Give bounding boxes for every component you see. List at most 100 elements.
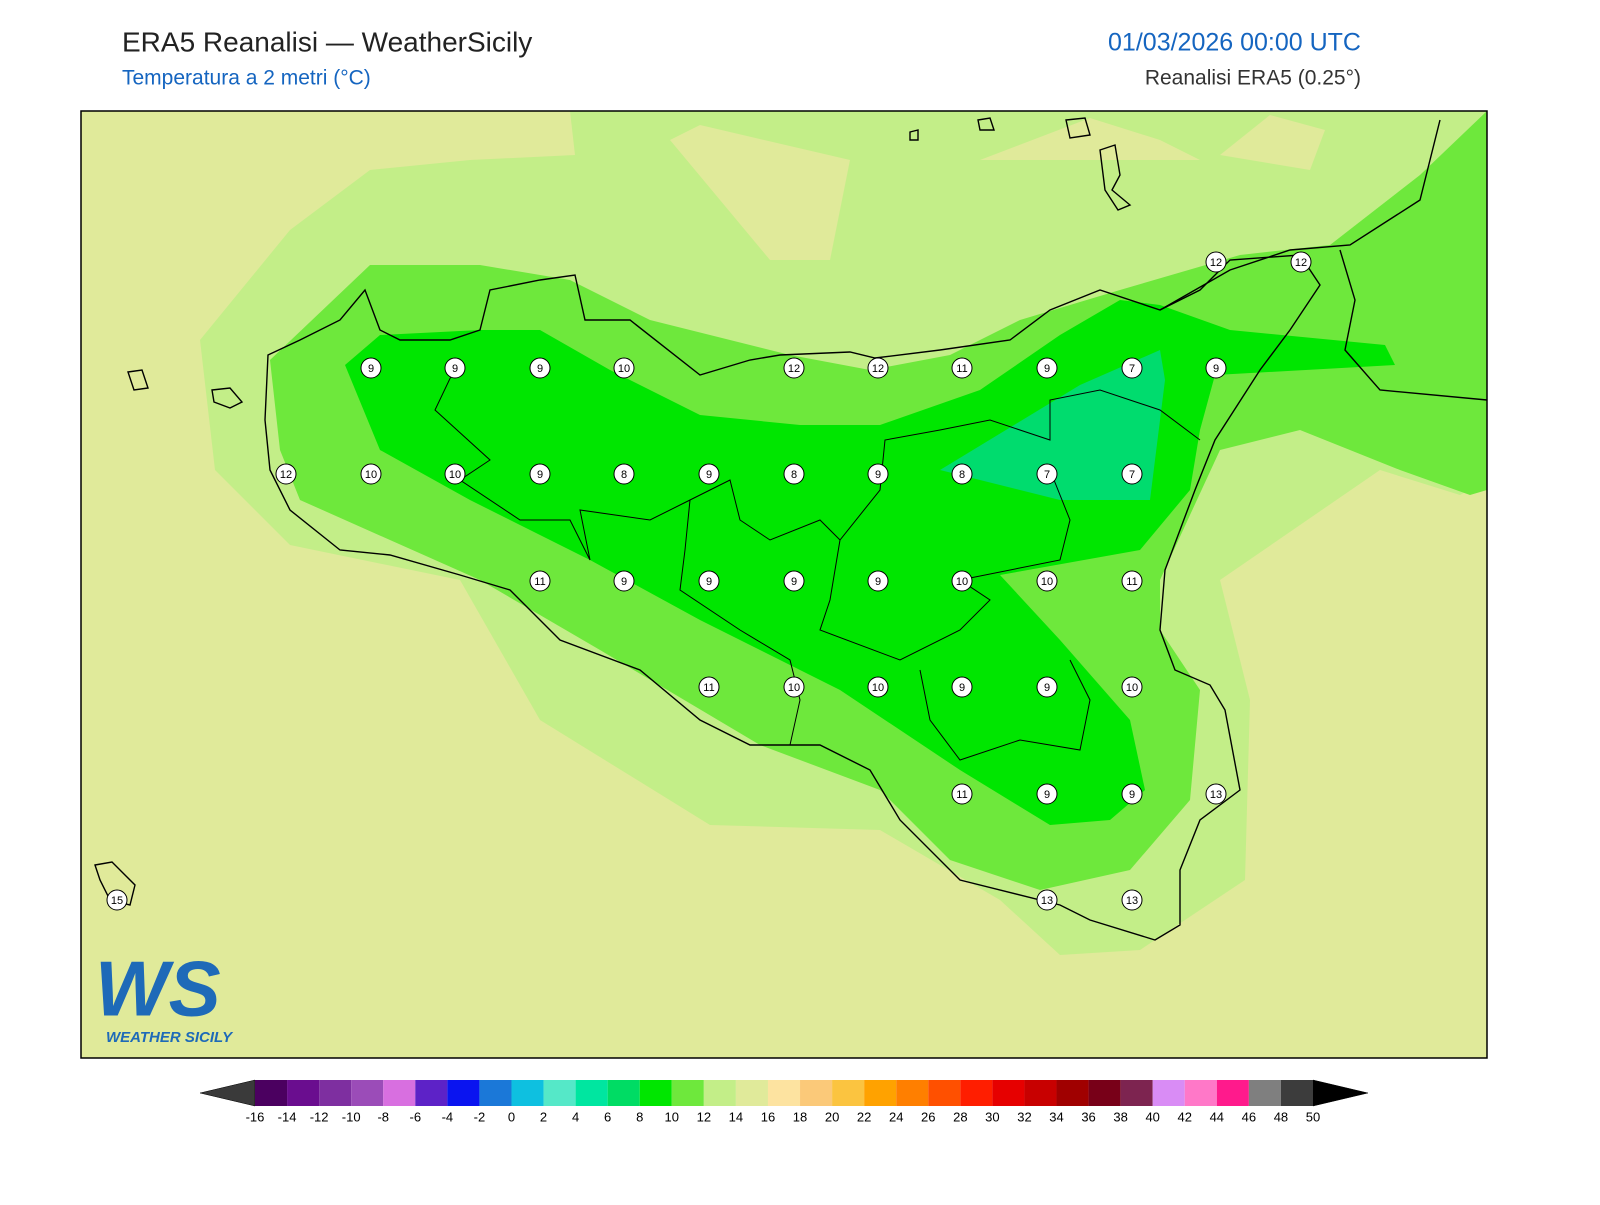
station-value: 11 <box>956 363 967 375</box>
colorbar-tick-label: 32 <box>1017 1109 1031 1124</box>
station-value: 9 <box>1044 682 1050 694</box>
station-marker <box>1036 357 1058 379</box>
colorbar-segment <box>415 1080 448 1106</box>
station-value: 11 <box>956 789 967 801</box>
station-value: 9 <box>791 576 797 588</box>
colorbar-segment <box>1024 1080 1057 1106</box>
station-marker <box>698 463 720 485</box>
stations: 9 9 9 10 12 12 11 9 7 9 12 12 12 10 10 9 8 9 8 9 8 7 7 11 9 9 9 9 10… <box>106 251 1312 911</box>
colorbar-segment <box>351 1080 384 1106</box>
station-value: 13 <box>1041 895 1053 907</box>
colorbar-segment <box>671 1080 704 1106</box>
station-marker <box>1036 676 1058 698</box>
station-value: 9 <box>452 363 458 375</box>
colorbar-segment <box>928 1080 961 1106</box>
station-marker <box>783 357 805 379</box>
station-value: 10 <box>365 469 377 481</box>
colorbar-tick-label: 4 <box>572 1109 579 1124</box>
station-marker <box>1290 251 1312 273</box>
station-value: 10 <box>872 682 884 694</box>
station-marker <box>951 357 973 379</box>
colorbar-segment <box>1056 1080 1089 1106</box>
station-value: 9 <box>537 363 543 375</box>
colorbar-tick-label: 16 <box>761 1109 775 1124</box>
colorbar-tick-label: -4 <box>442 1109 454 1124</box>
station-value: 9 <box>1213 363 1219 375</box>
colorbar-segment <box>703 1080 736 1106</box>
colorbar-segment <box>479 1080 512 1106</box>
station-marker <box>529 463 551 485</box>
station-value: 12 <box>1210 257 1222 269</box>
colorbar-tick-label: 28 <box>953 1109 967 1124</box>
station-value: 9 <box>1129 789 1135 801</box>
colorbar-segment <box>287 1080 320 1106</box>
colorbar-tick-label: 6 <box>604 1109 611 1124</box>
colorbar-tick-label: 44 <box>1210 1109 1224 1124</box>
station-value: 12 <box>788 363 800 375</box>
station-marker <box>444 463 466 485</box>
colorbar-tick-label: 36 <box>1081 1109 1095 1124</box>
station-value: 9 <box>621 576 627 588</box>
station-marker <box>1036 889 1058 911</box>
calabria-coast <box>1159 119 1488 401</box>
station-marker <box>1121 889 1143 911</box>
colorbar-tick-label: 40 <box>1145 1109 1159 1124</box>
station-value: 7 <box>1129 363 1135 375</box>
station-marker <box>698 676 720 698</box>
colorbar-segment <box>800 1080 833 1106</box>
station-value: 9 <box>875 576 881 588</box>
station-marker <box>613 463 635 485</box>
station-marker <box>951 676 973 698</box>
colorbar-segment <box>896 1080 929 1106</box>
station-value: 10 <box>956 576 968 588</box>
station-marker <box>1121 676 1143 698</box>
colorbar-tick-label: -12 <box>310 1109 329 1124</box>
logo-text: WEATHER SICILY <box>106 1029 234 1046</box>
station-marker <box>783 570 805 592</box>
station-value: 11 <box>534 576 545 588</box>
colorbar-tick-label: -8 <box>377 1109 389 1124</box>
colorbar-segment <box>543 1080 576 1106</box>
station-value: 8 <box>621 469 627 481</box>
colorbar-tick-label: 22 <box>857 1109 871 1124</box>
colorbar-tick-label: -10 <box>342 1109 361 1124</box>
colorbar: -16 -14 -12 -10 -8 -6 -4 -2 0 2 4 6 8 10 12 14 16 18 20 22 2… <box>199 1079 1369 1124</box>
station-marker <box>951 463 973 485</box>
station-value: 10 <box>449 469 461 481</box>
colorbar-segment <box>960 1080 993 1106</box>
colorbar-tick-label: 24 <box>889 1109 903 1124</box>
colorbar-segment <box>575 1080 608 1106</box>
colorbar-tick-label: -2 <box>474 1109 486 1124</box>
station-value: 12 <box>1295 257 1307 269</box>
station-marker <box>275 463 297 485</box>
colorbar-tick-label: 18 <box>793 1109 807 1124</box>
logo: WS WEATHER SICILY <box>95 945 234 1046</box>
station-marker <box>1205 357 1227 379</box>
colorbar-segment <box>832 1080 865 1106</box>
station-marker <box>1121 357 1143 379</box>
station-value: 8 <box>959 469 965 481</box>
station-marker <box>529 357 551 379</box>
colorbar-segment <box>255 1080 288 1106</box>
map-frame <box>80 110 1488 1059</box>
colorbar-tick-label: 20 <box>825 1109 839 1124</box>
station-value: 15 <box>111 895 123 907</box>
colorbar-tick-label: 10 <box>665 1109 679 1124</box>
colorbar-tick-label: 14 <box>729 1109 743 1124</box>
colorbar-tick-label: 26 <box>921 1109 935 1124</box>
subtitle: Temperatura a 2 metri (°C) <box>122 67 371 90</box>
date: 01/03/2026 00:00 UTC <box>1108 29 1361 57</box>
colorbar-tick-label: 12 <box>697 1109 711 1124</box>
colorbar-segment <box>1216 1080 1249 1106</box>
colorbar-tick-label: 30 <box>985 1109 999 1124</box>
colorbar-tick-label: -6 <box>410 1109 422 1124</box>
station-value: 8 <box>791 469 797 481</box>
colorbar-tick-label: 2 <box>540 1109 547 1124</box>
colorbar-segment <box>639 1080 672 1106</box>
station-marker <box>951 570 973 592</box>
colorbar-tick-label: 38 <box>1113 1109 1127 1124</box>
station-value: 9 <box>706 576 712 588</box>
colorbar-segment <box>992 1080 1025 1106</box>
station-value: 9 <box>875 469 881 481</box>
